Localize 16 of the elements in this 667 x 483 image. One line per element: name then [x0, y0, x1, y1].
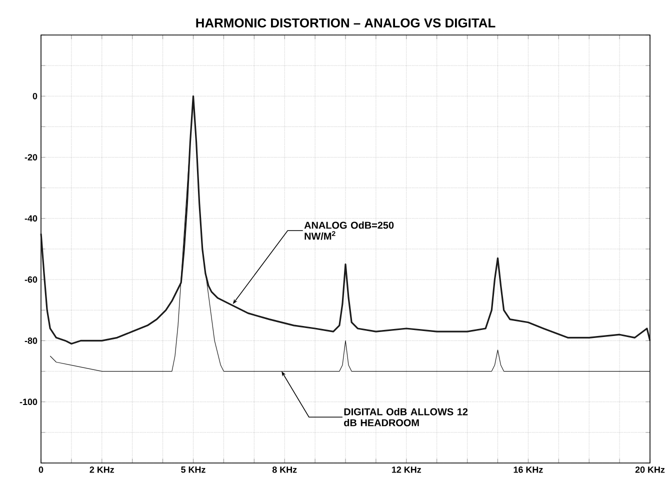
- x-tick-label: 12 KHz: [392, 466, 422, 473]
- x-tick-label: 5 KHz: [181, 466, 206, 473]
- annotation: ANALOG OdB=250 NW/M$^{2}$: [304, 221, 394, 240]
- chart-title: HARMONIC DISTORTION – ANALOG VS DIGITAL: [196, 18, 496, 28]
- y-tick-label: -80: [24, 338, 38, 344]
- y-tick-label: -100: [20, 398, 38, 406]
- y-tick-label: 0: [32, 92, 38, 100]
- x-tick-label: 20 KHz: [635, 466, 665, 473]
- x-tick-label: 2 KHz: [90, 466, 114, 473]
- x-tick-label: 16 KHz: [514, 466, 543, 473]
- y-tick-label: -60: [24, 276, 38, 283]
- annotation: DIGITAL OdB ALLOWS 12 dB HEADROOM: [344, 408, 468, 426]
- y-tick-label: -20: [24, 154, 38, 160]
- x-tick-label: 8 KHz: [272, 466, 297, 473]
- x-tick-label: 0: [38, 466, 44, 473]
- y-tick-label: -40: [24, 215, 38, 222]
